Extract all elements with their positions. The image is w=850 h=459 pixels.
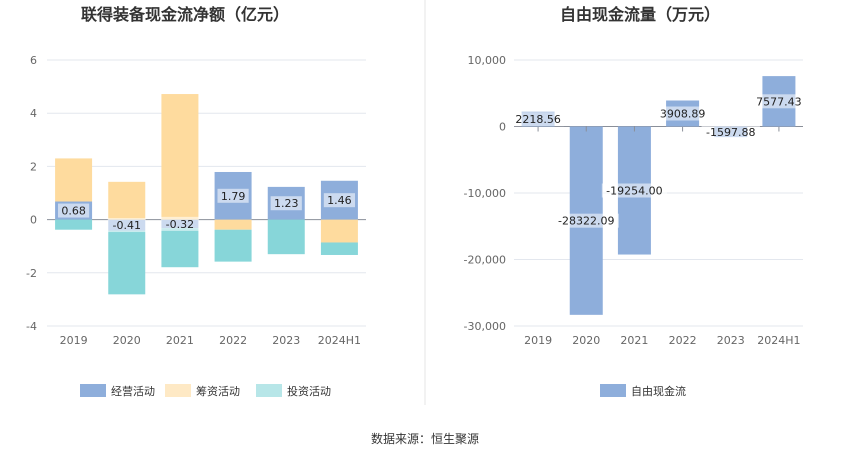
- x-tick-label: 2023: [272, 334, 300, 347]
- bar-投资活动-2020: [108, 230, 146, 295]
- data-label: 1.79: [221, 190, 246, 203]
- legend-label: 投资活动: [287, 384, 331, 398]
- legend-swatch: [80, 384, 106, 397]
- data-labels: 0.68 -0.41 -0.32 1.79 1.23 1.46: [57, 188, 356, 233]
- source-note: 数据来源：恒生聚源: [371, 431, 479, 446]
- x-tick-label: 2024H1: [318, 334, 361, 347]
- legend-label: 自由现金流: [631, 384, 686, 398]
- x-tick-label: 2021: [620, 334, 648, 347]
- data-label-bg: [656, 106, 709, 121]
- data-label: -1597.88: [706, 126, 755, 139]
- y-tick-label: 0: [30, 214, 37, 227]
- y-tick-label: 10,000: [468, 54, 507, 67]
- data-label-bg: [57, 203, 90, 218]
- data-label: -28322.09: [558, 215, 614, 228]
- data-label: 0.68: [61, 205, 86, 218]
- data-label-bg: [601, 183, 668, 198]
- x-tick-label: 2024H1: [757, 334, 800, 347]
- x-tick-labels: 2019 2020 2021 2022 2023 2024H1: [60, 334, 361, 347]
- data-label: 7577.43: [756, 95, 802, 108]
- y-tick-labels: -30,000 -20,000 -10,000 0 10,000: [464, 54, 506, 333]
- x-tick-label: 2022: [669, 334, 697, 347]
- y-tick-labels: -4 -2 0 2 4 6: [26, 54, 37, 333]
- x-tick-label: 2019: [60, 334, 88, 347]
- data-label: 3908.89: [660, 108, 706, 121]
- y-tick-label: 4: [30, 107, 37, 120]
- y-tick-label: -10,000: [464, 187, 506, 200]
- y-tick-label: 6: [30, 54, 37, 67]
- y-tick-label: 2: [30, 160, 37, 173]
- bar-筹资活动-2020: [108, 181, 146, 220]
- data-label: 2218.56: [515, 113, 561, 126]
- legend: 经营活动 筹资活动 投资活动: [80, 384, 331, 398]
- data-label: -0.32: [166, 218, 194, 231]
- x-tick-label: 2022: [219, 334, 247, 347]
- data-label-bg: [107, 218, 146, 233]
- x-tick-label: 2020: [572, 334, 600, 347]
- bar-筹资活动-2024H1: [320, 219, 358, 243]
- data-label: 1.46: [327, 194, 352, 207]
- data-label-bg: [512, 112, 564, 127]
- chart-title: 联得装备现金流净额（亿元）: [81, 5, 289, 24]
- free-cash-flow-chart: 自由现金流量（万元） -30,000-20,000-10,000010,000 …: [464, 5, 805, 398]
- bar-投资活动-2024H1: [320, 242, 358, 255]
- legend-swatch: [256, 384, 282, 397]
- x-tick-label: 2019: [524, 334, 552, 347]
- bar-筹资活动-2021: [161, 94, 199, 220]
- bars: [55, 94, 358, 295]
- data-label-bg: [270, 196, 302, 211]
- data-label-bg: [553, 213, 619, 228]
- bar-投资活动-2022: [214, 229, 252, 262]
- x-tick-label: 2020: [113, 334, 141, 347]
- data-label: -19254.00: [606, 185, 662, 198]
- x-tick-labels: 2019 2020 2021 2022 2023 2024H1: [524, 126, 801, 347]
- chart-title: 自由现金流量（万元）: [560, 5, 720, 24]
- bar-投资活动-2023: [267, 219, 305, 255]
- data-label-bg: [160, 216, 199, 231]
- data-label-bg: [323, 193, 356, 208]
- legend-label: 筹资活动: [196, 384, 240, 398]
- legend-label: 经营活动: [111, 384, 155, 398]
- y-tick-label: -30,000: [464, 320, 506, 333]
- data-label-bg: [701, 124, 760, 139]
- legend: 自由现金流: [600, 384, 686, 398]
- data-label-bg: [217, 188, 249, 203]
- bar-投资活动-2019: [55, 219, 93, 230]
- y-grid: [47, 59, 366, 327]
- y-tick-label: -20,000: [464, 254, 506, 267]
- legend-swatch: [600, 384, 626, 397]
- data-label: -0.41: [113, 219, 141, 232]
- data-label-bg: [753, 94, 805, 109]
- data-labels: 2218.56 -28322.09 -19254.00 3908.89-1597.88…: [512, 94, 805, 228]
- bar-筹资活动-2022: [214, 219, 252, 230]
- y-tick-label: 0: [499, 121, 506, 134]
- y-tick-label: -2: [26, 267, 37, 280]
- bar-投资活动-2021: [161, 228, 199, 268]
- legend-swatch: [165, 384, 191, 397]
- bar-筹资活动-2019: [55, 158, 93, 202]
- data-label: 1.23: [274, 197, 299, 210]
- y-tick-label: -4: [26, 320, 37, 333]
- x-tick-label: 2023: [717, 334, 745, 347]
- x-tick-label: 2021: [166, 334, 194, 347]
